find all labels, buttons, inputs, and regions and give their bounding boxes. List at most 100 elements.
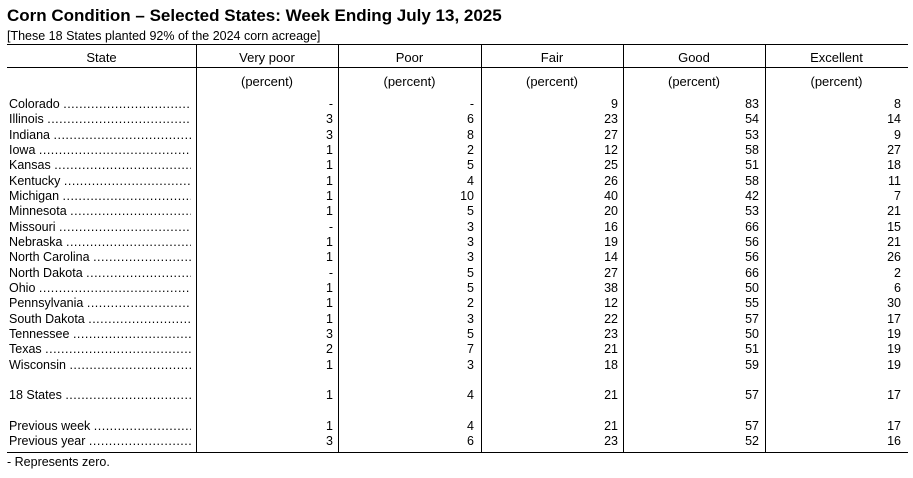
leader-dots: ........................................… [88,312,191,326]
state-name-cell: Minnesota ..............................… [9,204,191,219]
value-cell: 1 [326,296,333,310]
column-divider [623,44,624,452]
state-name: South Dakota [9,312,85,326]
value-cell: 1 [326,189,333,203]
value-cell: 18 [604,358,618,372]
value-cell: 4 [467,419,474,433]
value-cell: 3 [467,235,474,249]
value-cell: 1 [326,312,333,326]
value-cell: 12 [604,296,618,310]
value-cell: 8 [894,97,901,111]
column-divider [196,44,197,452]
column-divider [338,44,339,452]
value-cell: 54 [745,112,759,126]
value-cell: 2 [467,296,474,310]
table-row: 18 States ..............................… [0,388,913,403]
leader-dots: ........................................… [59,220,191,234]
value-cell: 23 [604,327,618,341]
state-name: Indiana [9,128,51,142]
table-row: Previous year ..........................… [0,434,913,449]
value-cell: 3 [326,112,333,126]
table-row: Pennsylvania ...........................… [0,296,913,311]
leader-dots: ........................................… [65,235,191,249]
column-divider [481,44,482,452]
value-cell: 15 [887,220,901,234]
state-name: Missouri [9,220,56,234]
state-name-cell: Michigan ...............................… [9,189,191,204]
value-cell: 1 [326,419,333,433]
state-name: North Dakota [9,266,83,280]
value-cell: 1 [326,358,333,372]
value-cell: 8 [467,128,474,142]
state-name: Previous year [9,434,86,448]
leader-dots: ........................................… [65,388,191,402]
value-cell: 9 [894,128,901,142]
value-cell: 52 [745,434,759,448]
value-cell: 1 [326,158,333,172]
state-name: Texas [9,342,42,356]
value-cell: 1 [326,235,333,249]
table-row: Iowa ...................................… [0,143,913,158]
value-cell: 66 [745,266,759,280]
leader-dots: ........................................… [86,296,191,310]
value-cell: 5 [467,204,474,218]
header-bottom-rule [7,67,908,68]
state-name: North Carolina [9,250,90,264]
value-cell: 38 [604,281,618,295]
unit-label-good: (percent) [667,74,721,89]
unit-label-excellent: (percent) [810,74,863,89]
value-cell: 23 [604,112,618,126]
state-name-cell: Texas ..................................… [9,342,191,357]
value-cell: 5 [467,327,474,341]
table-row: Texas ..................................… [0,342,913,357]
leader-dots: ........................................… [54,158,191,172]
value-cell: 3 [467,358,474,372]
table-row: Ohio ...................................… [0,281,913,296]
state-name: Colorado [9,97,60,111]
table-top-rule [7,44,908,45]
state-name-cell: South Dakota ...........................… [9,312,191,327]
value-cell: 3 [326,434,333,448]
table-row: Colorado ...............................… [0,97,913,112]
value-cell: 6 [894,281,901,295]
state-name-cell: Kentucky ...............................… [9,174,191,189]
state-name-cell: 18 States ..............................… [9,388,191,403]
value-cell: 23 [604,434,618,448]
value-cell: - [328,220,333,234]
value-cell: 21 [604,388,618,402]
table-row: Kansas .................................… [0,158,913,173]
unit-label-very-poor: (percent) [240,74,294,89]
value-cell: 27 [604,128,618,142]
state-name-cell: Ohio ...................................… [9,281,191,296]
value-cell: 5 [467,158,474,172]
value-cell: 26 [604,174,618,188]
value-cell: 66 [745,220,759,234]
value-cell: 11 [888,174,901,188]
value-cell: 57 [745,388,759,402]
leader-dots: ........................................… [38,143,191,157]
header-very-poor: Very poor [239,50,295,65]
value-cell: 3 [326,128,333,142]
state-name: Iowa [9,143,36,157]
value-cell: 4 [467,174,474,188]
leader-dots: ........................................… [72,327,191,341]
value-cell: 2 [467,143,474,157]
value-cell: 25 [604,158,618,172]
table-row: Tennessee ..............................… [0,327,913,342]
value-cell: 21 [887,204,901,218]
value-cell: 5 [467,281,474,295]
leader-dots: ........................................… [93,419,191,433]
value-cell: 6 [467,112,474,126]
header-fair: Fair [540,50,564,65]
value-cell: 1 [326,281,333,295]
value-cell: 1 [326,250,333,264]
page-title: Corn Condition – Selected States: Week E… [7,6,502,25]
state-name: 18 States [9,388,62,402]
value-cell: 3 [326,327,333,341]
state-name: Kansas [9,158,51,172]
state-name-cell: Previous week ..........................… [9,419,191,434]
leader-dots: ........................................… [53,128,192,142]
leader-dots: ........................................… [63,174,191,188]
state-name-cell: Missouri ...............................… [9,220,191,235]
